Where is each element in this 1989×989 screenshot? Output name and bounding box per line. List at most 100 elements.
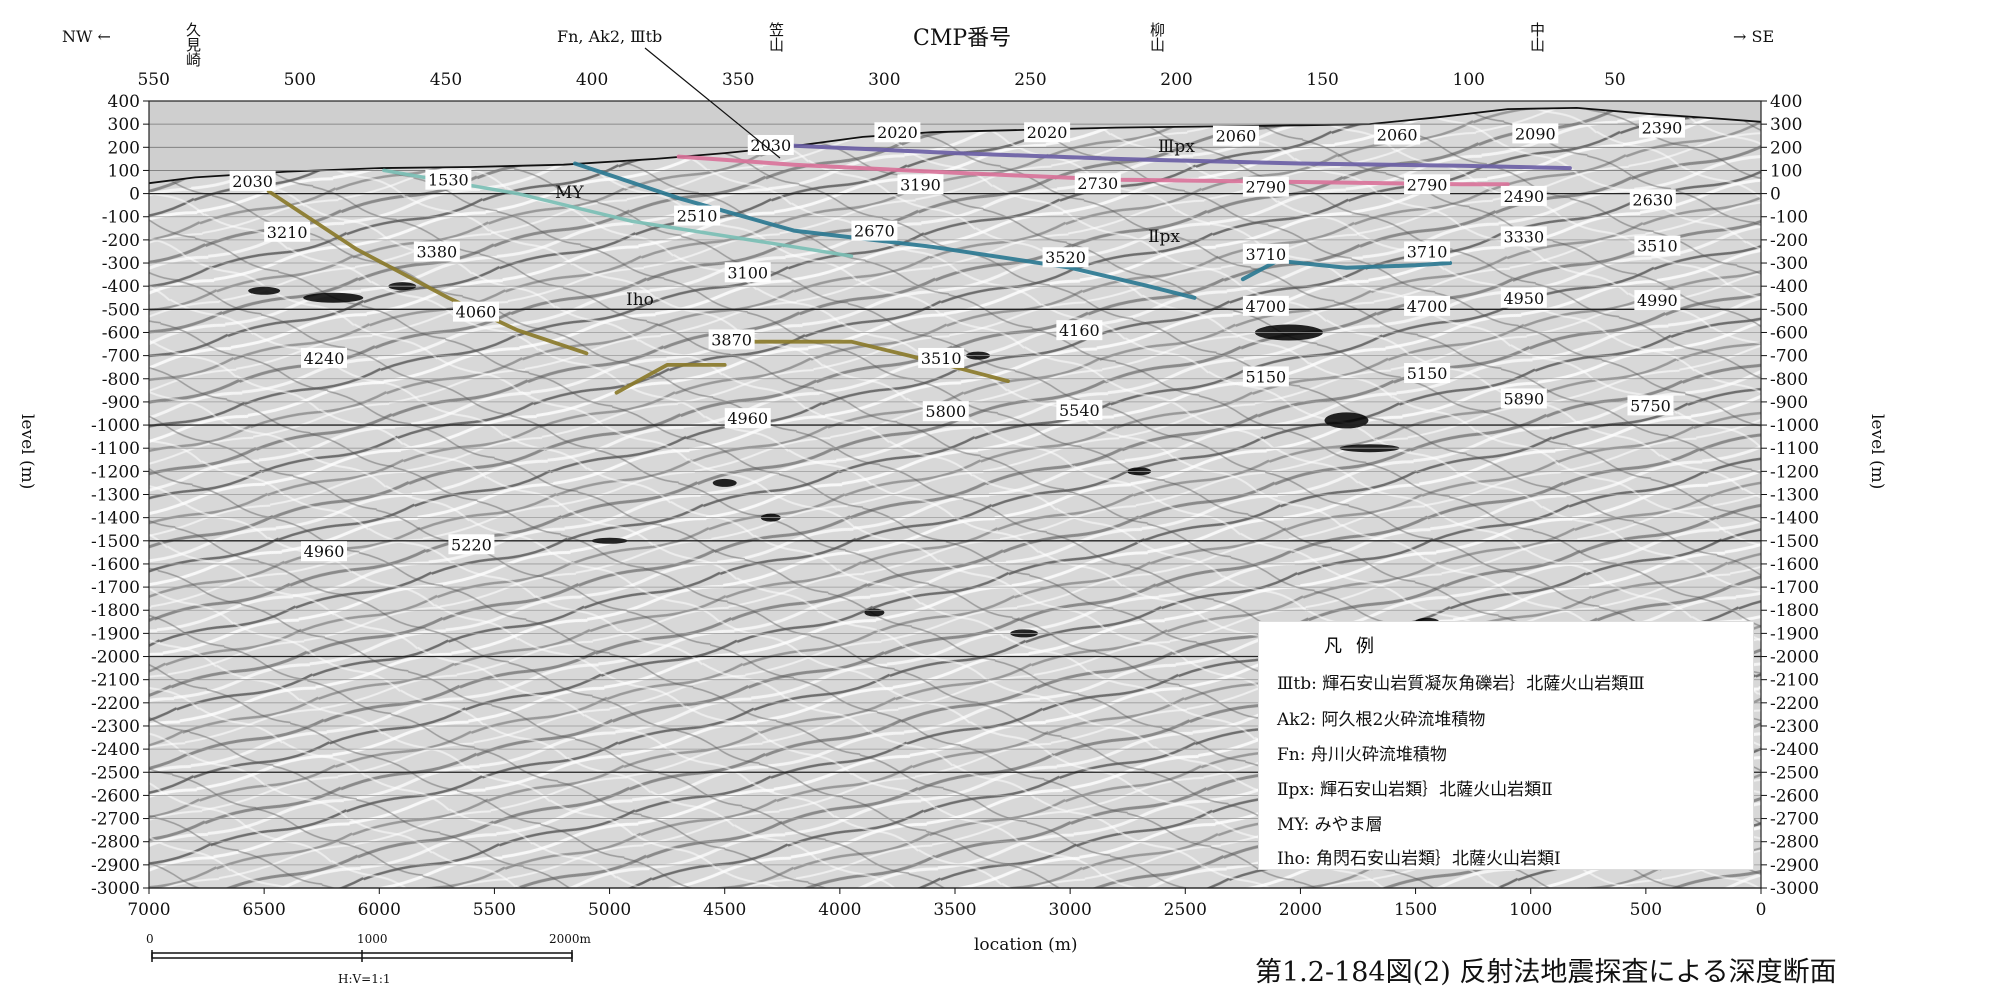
- velocity-label: 2030: [747, 134, 794, 155]
- velocity-label: 2060: [1374, 124, 1421, 145]
- fault-label: Fn, Ak2, Ⅲtb: [557, 27, 662, 46]
- y-tick-label: -200: [1770, 231, 1808, 251]
- legend-title: 凡例: [1324, 636, 1388, 657]
- velocity-label: 2670: [851, 220, 898, 241]
- velocity-label: 5150: [1404, 362, 1451, 383]
- velocity-box: [1500, 388, 1547, 409]
- place-kumizaki: 久見崎: [184, 22, 202, 67]
- y-tick-label: -1800: [91, 601, 140, 621]
- legend-item-ak2: Ak2: 阿久根2火砕流堆積物: [1277, 710, 1486, 730]
- velocity-box: [1056, 320, 1103, 341]
- velocity-value: 5890: [1503, 389, 1544, 408]
- y-axis-label-right: level (m): [1867, 414, 1887, 489]
- velocity-box: [1056, 400, 1103, 421]
- scale-bar: 0 1000 2000m H:V=1:1: [146, 932, 592, 986]
- velocity-value: 4960: [727, 409, 768, 428]
- velocity-box: [1074, 173, 1121, 194]
- y-tick-label: -300: [102, 254, 140, 274]
- x-tick-label: 5500: [473, 900, 516, 920]
- x-tick-label: 4000: [818, 900, 861, 920]
- place-name: 柳山: [1148, 22, 1166, 52]
- x-axis-location: 7000 6500 6000 5500 5000 4500 4000 3500 3000 2500…: [127, 888, 1766, 920]
- y-axis-left: 400 300 200 100 0 -100 -200 -300 -400 -500 -600 -70…: [91, 92, 149, 899]
- velocity-label: 2020: [1024, 122, 1071, 143]
- velocity-value: 3710: [1407, 242, 1448, 261]
- x-tick-label: 3000: [1049, 900, 1092, 920]
- y-tick-label: -1500: [1770, 532, 1819, 552]
- cmp-tick-label: 200: [1160, 70, 1192, 90]
- place-nakayama: 中山: [1528, 22, 1546, 52]
- y-tick-label: -400: [1770, 277, 1808, 297]
- velocity-value: 2390: [1642, 119, 1683, 138]
- y-tick-label: -500: [1770, 300, 1808, 320]
- y-tick-label: 100: [1770, 161, 1802, 181]
- y-tick-label: -2300: [1770, 717, 1819, 737]
- velocity-value: 5800: [925, 402, 966, 421]
- velocity-value: 2060: [1216, 127, 1257, 146]
- y-tick-label: -2100: [91, 671, 140, 691]
- velocity-value: 2630: [1632, 190, 1673, 209]
- y-tick-label: -500: [102, 300, 140, 320]
- velocity-box: [851, 220, 898, 241]
- velocity-box: [1242, 295, 1289, 316]
- x-tick-label: 6500: [243, 900, 286, 920]
- x-tick-label: 2000: [1279, 900, 1322, 920]
- y-tick-label: -900: [102, 393, 140, 413]
- velocity-label: 4160: [1056, 320, 1103, 341]
- velocity-label: 4990: [1634, 290, 1681, 311]
- velocity-label: 4700: [1242, 295, 1289, 316]
- y-tick-label: 400: [108, 92, 140, 112]
- velocity-value: 4160: [1059, 321, 1100, 340]
- figure-caption: 第1.2-184図(2) 反射法地震探査による深度断面: [1255, 957, 1837, 988]
- velocity-label: 2060: [1212, 125, 1259, 146]
- velocity-value: 3380: [416, 242, 457, 261]
- velocity-value: 3710: [1246, 245, 1287, 264]
- velocity-label: 4960: [724, 408, 771, 429]
- x-tick-label: 6000: [358, 900, 401, 920]
- y-axis-right: 400 300 200 100 0 -100 -200 -300 -400 -500 -600 -70…: [1761, 92, 1819, 899]
- horizon-line: [382, 168, 854, 258]
- velocity-label: 2390: [1638, 117, 1685, 138]
- y-tick-label: -1800: [1770, 601, 1819, 621]
- y-tick-label: -2700: [1770, 810, 1819, 830]
- y-tick-label: -700: [1770, 347, 1808, 367]
- velocity-label: 2790: [1404, 174, 1451, 195]
- place-name: 笠山: [767, 22, 785, 52]
- place-name: 久見崎: [184, 22, 202, 67]
- velocity-box: [229, 170, 276, 191]
- y-tick-label: 0: [129, 185, 140, 205]
- velocity-box: [1042, 247, 1089, 268]
- x-tick-label: 7000: [127, 900, 170, 920]
- velocity-box: [1634, 235, 1681, 256]
- velocity-value: 3870: [711, 330, 752, 349]
- velocity-value: 2490: [1503, 187, 1544, 206]
- velocity-value: 2020: [1027, 123, 1068, 142]
- horizon-line: [266, 189, 589, 356]
- y-tick-label: -1200: [91, 462, 140, 482]
- velocity-box: [708, 329, 755, 350]
- x-tick-label: 1000: [1509, 900, 1552, 920]
- cmp-tick-label: 150: [1306, 70, 1338, 90]
- velocity-value: 5150: [1246, 367, 1287, 386]
- nw-direction: NW ←: [62, 27, 111, 46]
- velocity-value: 2030: [750, 136, 791, 155]
- velocity-value: 5540: [1059, 401, 1100, 420]
- cmp-tick-label: 550: [137, 70, 169, 90]
- y-tick-label: 0: [1770, 185, 1781, 205]
- velocity-value: 3330: [1503, 227, 1544, 246]
- y-tick-label: -2400: [91, 740, 140, 760]
- x-tick-label: 0: [1756, 900, 1767, 920]
- velocity-value: 3510: [1637, 237, 1678, 256]
- y-tick-label: -1400: [1770, 509, 1819, 529]
- velocity-value: 3510: [921, 349, 962, 368]
- cmp-tick-label: 350: [722, 70, 754, 90]
- velocity-value: 2790: [1407, 175, 1448, 194]
- y-tick-label: -1000: [1770, 416, 1819, 436]
- velocity-box: [453, 301, 500, 322]
- velocity-box: [724, 408, 771, 429]
- velocity-value: 2730: [1077, 174, 1118, 193]
- velocity-label: 3210: [264, 221, 311, 242]
- y-tick-label: -700: [102, 347, 140, 367]
- velocity-value: 5750: [1630, 396, 1671, 415]
